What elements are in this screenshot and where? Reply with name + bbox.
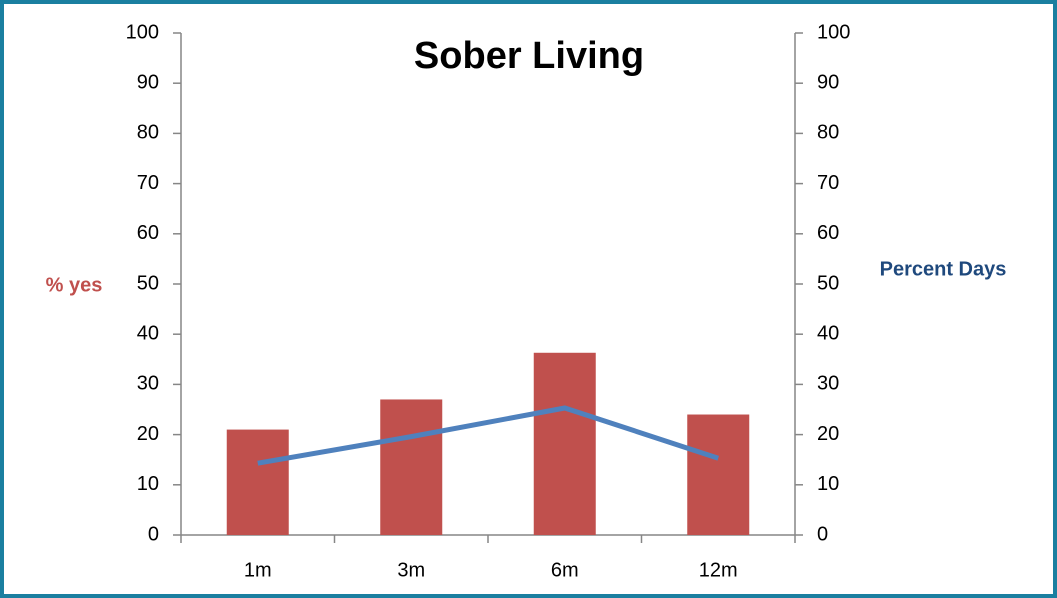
line: [257, 405, 720, 466]
y-tick-label: 70: [137, 172, 159, 194]
y-tick-label: 80: [137, 122, 159, 144]
y2-tick-label: 20: [817, 423, 839, 445]
y-tick-label: 20: [137, 423, 159, 445]
y-tick-label: 0: [148, 523, 159, 545]
y2-tick-label: 30: [817, 373, 839, 395]
y-tick-label: 100: [126, 21, 159, 43]
y2-tick-label: 70: [817, 172, 839, 194]
y2-tick-label: 100: [817, 21, 850, 43]
bar: [533, 352, 596, 535]
bar: [687, 414, 750, 535]
y2-tick-label: 90: [817, 71, 839, 93]
y2-tick-label: 40: [817, 322, 839, 344]
y2-tick-label: 60: [817, 222, 839, 244]
x-tick-label: 1m: [244, 559, 272, 581]
bar: [380, 399, 443, 535]
y2-tick-label: 80: [817, 122, 839, 144]
y-tick-label: 50: [137, 272, 159, 294]
x-tick-label: 3m: [397, 559, 425, 581]
y2-tick-label: 50: [817, 272, 839, 294]
y-tick-label: 60: [137, 222, 159, 244]
x-tick-label: 6m: [551, 559, 579, 581]
y-tick-label: 30: [137, 373, 159, 395]
y2-tick-label: 10: [817, 473, 839, 495]
y-tick-label: 90: [137, 71, 159, 93]
y-axis-label: % yes: [46, 274, 103, 296]
x-tick-label: 12m: [699, 559, 738, 581]
y2-axis-label: Percent Days: [880, 258, 1007, 280]
y2-tick-label: 0: [817, 523, 828, 545]
chart-title: Sober Living: [414, 35, 644, 77]
y-tick-label: 10: [137, 473, 159, 495]
y-tick-label: 40: [137, 322, 159, 344]
bar: [226, 429, 289, 535]
